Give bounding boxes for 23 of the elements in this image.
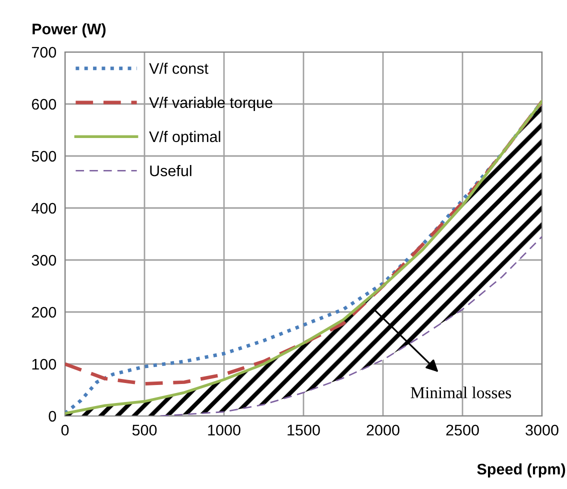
legend-label: Useful [150, 165, 192, 176]
y-tick-label: 400 [32, 202, 56, 214]
x-tick-label: 3000 [526, 424, 558, 436]
annotation: Minimal losses [410, 386, 511, 398]
y-tick-label: 600 [32, 98, 56, 110]
x-tick-label: 1500 [288, 424, 320, 436]
x-tick-label: 2000 [366, 424, 400, 436]
x-axis-title: Speed (rpm) [477, 463, 566, 478]
y-tick-label: 100 [32, 358, 56, 370]
y-tick-label: 300 [32, 254, 56, 266]
legend-label: V/f variable torque [149, 96, 272, 112]
x-tick-label: 0 [61, 424, 69, 436]
legend-label: V/f optimal [149, 130, 220, 146]
x-tick-label: 500 [132, 424, 157, 436]
x-tick-label: 2500 [446, 424, 479, 436]
line-series [160, 236, 542, 416]
y-tick-label: 200 [32, 306, 56, 318]
x-tick-label: 1000 [208, 424, 240, 436]
y-tick-label: 0 [48, 410, 56, 422]
legend-label: V/f const [149, 62, 208, 74]
y-axis-title: Power (W) [32, 23, 106, 38]
y-tick-label: 700 [32, 46, 56, 58]
y-tick-label: 500 [32, 150, 56, 162]
